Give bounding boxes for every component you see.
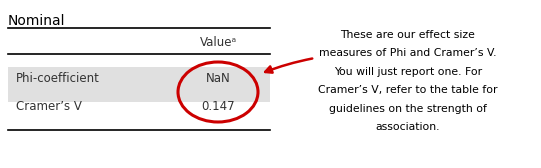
Text: These are our effect size: These are our effect size [341, 30, 476, 40]
Text: Cramer’s V: Cramer’s V [16, 100, 82, 114]
Text: guidelines on the strength of: guidelines on the strength of [329, 104, 487, 114]
Bar [8, 67, 270, 102]
Text: You will just report one. For: You will just report one. For [334, 67, 482, 77]
Text: Valueᵃ: Valueᵃ [200, 35, 236, 49]
Text: Cramer’s V, refer to the table for: Cramer’s V, refer to the table for [318, 86, 498, 95]
Text: NaN: NaN [206, 72, 230, 85]
Text: association.: association. [376, 122, 440, 133]
Text: 0.147: 0.147 [201, 100, 235, 114]
Text: Nominal: Nominal [8, 14, 65, 28]
Text: measures of Phi and Cramer’s V.: measures of Phi and Cramer’s V. [319, 49, 497, 58]
Text: Phi-coefficient: Phi-coefficient [16, 72, 100, 85]
